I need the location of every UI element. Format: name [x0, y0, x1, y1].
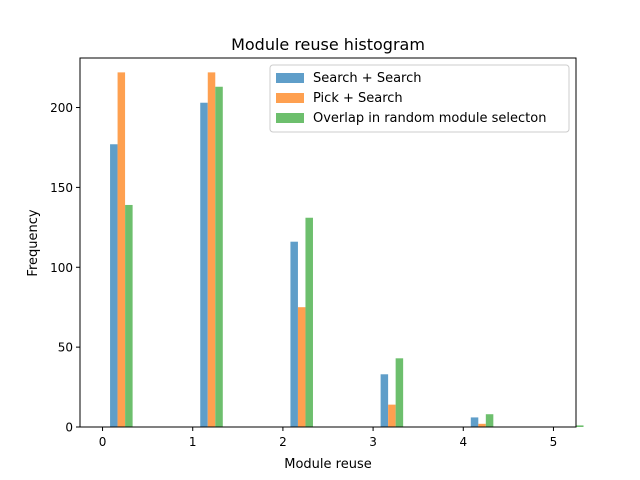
bar-series-3-x-2	[305, 217, 313, 427]
x-tick-label: 3	[369, 435, 377, 449]
y-tick-label: 200	[50, 101, 73, 115]
x-tick-label: 5	[550, 435, 558, 449]
legend-entry-label: Search + Search	[313, 71, 421, 86]
x-tick-label: 0	[99, 435, 107, 449]
y-tick-label: 100	[50, 261, 73, 275]
bar-series-1-x-0	[110, 144, 118, 427]
y-axis-label: Frequency	[26, 209, 41, 276]
legend-entry-label: Pick + Search	[313, 91, 403, 106]
chart-title: Module reuse histogram	[231, 35, 425, 54]
legend-frame	[269, 64, 570, 133]
bar-series-3-x-1	[215, 86, 223, 427]
bar-series-3-x-0	[125, 204, 133, 427]
bar-series-2-x-2	[297, 307, 306, 427]
legend-swatch	[276, 93, 304, 103]
bar-series-3-x-4	[485, 414, 494, 427]
bar-series-1-x-1	[200, 102, 208, 427]
bar-series-3-x-3	[395, 358, 404, 427]
plot-area-frame	[79, 57, 577, 428]
bar-series-2-x-3	[388, 404, 396, 427]
bar-series-1-x-4	[470, 417, 479, 427]
y-tick-label: 0	[65, 421, 73, 435]
bar-series-1-x-2	[290, 241, 298, 427]
bar-series-3-x-5	[576, 425, 584, 427]
y-tick-label: 150	[50, 181, 73, 195]
bars-group	[110, 72, 584, 427]
bar-series-2-x-1	[207, 72, 216, 427]
bar-series-2-x-0	[117, 72, 126, 427]
x-tick-label: 2	[279, 435, 287, 449]
x-tick-label: 1	[189, 435, 197, 449]
x-axis-label: Module reuse	[284, 457, 371, 472]
bar-series-1-x-3	[380, 374, 389, 427]
legend-swatch	[276, 73, 304, 83]
x-tick-label: 4	[459, 435, 467, 449]
y-tick-label: 50	[58, 341, 73, 355]
legend-swatch	[276, 113, 304, 123]
legend: Search + Search Pick + Search Overlap in r…	[269, 64, 570, 133]
bar-series-2-x-4	[478, 423, 486, 427]
legend-entry-label: Overlap in random module selecton	[313, 111, 546, 126]
